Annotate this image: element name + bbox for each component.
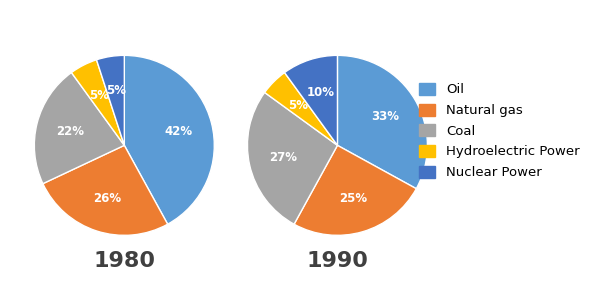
Wedge shape [43, 145, 168, 235]
Text: 5%: 5% [105, 84, 126, 97]
Text: 33%: 33% [371, 111, 400, 123]
Text: 25%: 25% [339, 192, 367, 205]
Wedge shape [124, 55, 214, 224]
Wedge shape [265, 73, 337, 145]
Text: 22%: 22% [56, 125, 84, 138]
Wedge shape [34, 73, 124, 184]
Wedge shape [72, 60, 124, 145]
Text: 1980: 1980 [94, 251, 155, 270]
Text: 10%: 10% [306, 86, 334, 99]
Text: 26%: 26% [93, 192, 121, 205]
Wedge shape [247, 92, 337, 224]
Wedge shape [96, 55, 124, 145]
Text: 27%: 27% [269, 151, 297, 164]
Text: 5%: 5% [288, 99, 308, 112]
Text: 42%: 42% [165, 125, 192, 138]
Legend: Oil, Natural gas, Coal, Hydroelectric Power, Nuclear Power: Oil, Natural gas, Coal, Hydroelectric Po… [420, 83, 580, 179]
Text: 5%: 5% [89, 89, 109, 102]
Wedge shape [337, 55, 427, 189]
Wedge shape [294, 145, 416, 235]
Wedge shape [285, 55, 337, 145]
Text: 1990: 1990 [307, 251, 368, 270]
